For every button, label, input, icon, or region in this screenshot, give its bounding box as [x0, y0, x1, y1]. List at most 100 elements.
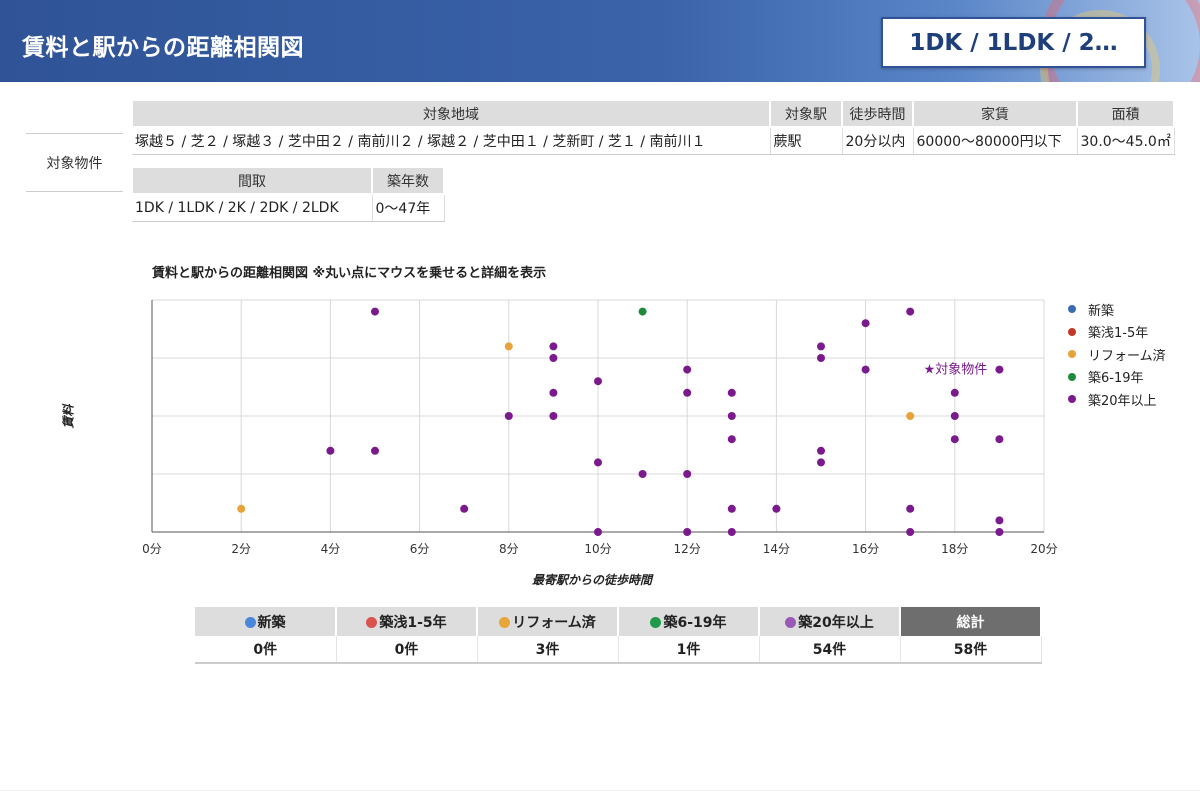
legend-item[interactable]: 築浅1-5年 — [1068, 321, 1166, 344]
data-point[interactable] — [683, 388, 692, 397]
data-point[interactable] — [594, 458, 602, 467]
legend-item[interactable]: リフォーム済 — [1068, 343, 1166, 366]
legend-label: 新築 — [1088, 303, 1115, 319]
chart-title: 賃料と駅からの距離相関図 ※丸い点にマウスを乗せると詳細を表示 — [152, 266, 547, 281]
data-point[interactable] — [371, 307, 379, 316]
data-point[interactable] — [727, 504, 736, 513]
data-point[interactable] — [995, 516, 1004, 525]
legend-label: リフォーム済 — [1088, 348, 1166, 364]
data-point[interactable] — [727, 528, 736, 536]
dot-icon — [366, 616, 378, 628]
x-tick-label: 8分 — [499, 542, 519, 556]
data-point[interactable] — [594, 528, 602, 536]
legend-dot-newish — [1068, 327, 1076, 336]
data-point[interactable] — [950, 412, 959, 420]
value-station: 蕨駅 — [770, 127, 843, 155]
data-point[interactable] — [861, 319, 870, 328]
x-tick-label: 0分 — [142, 542, 162, 556]
legend-label: 築20年以上 — [1088, 393, 1157, 409]
summary-value-new: 0件 — [195, 636, 337, 664]
header-building-age: 築年数 — [371, 166, 445, 195]
data-point[interactable] — [638, 470, 647, 478]
data-point[interactable] — [995, 528, 1004, 536]
value-layout: 1DK / 1LDK / 2K / 2DK / 2LDK — [132, 194, 373, 222]
summary-header-new: 新築 — [195, 607, 337, 636]
data-point[interactable] — [772, 504, 781, 513]
legend-dot-renovated — [1068, 350, 1076, 359]
legend-label: 築6-19年 — [1088, 371, 1144, 387]
dot-icon — [650, 616, 662, 628]
data-point[interactable] — [950, 388, 959, 397]
data-point[interactable] — [504, 342, 513, 351]
data-point[interactable] — [727, 412, 736, 420]
data-point[interactable] — [817, 354, 825, 362]
summary-value-old: 54件 — [759, 636, 901, 664]
header-rent: 家賃 — [912, 99, 1078, 128]
data-points — [237, 307, 1004, 536]
data-point[interactable] — [460, 504, 469, 513]
dot-icon — [499, 616, 511, 628]
data-point[interactable] — [906, 504, 915, 513]
data-point[interactable] — [817, 342, 825, 351]
data-point[interactable] — [906, 412, 915, 420]
legend-dot-mid-age — [1068, 372, 1076, 381]
value-building-age: 0〜47年 — [372, 194, 445, 222]
header-area: 対象地域 — [131, 99, 771, 128]
data-point[interactable] — [594, 377, 602, 386]
summary-value-newish: 0件 — [336, 636, 478, 664]
summary-header-total: 総計 — [900, 607, 1042, 636]
dot-icon — [785, 616, 797, 628]
data-point[interactable] — [995, 435, 1004, 444]
data-point[interactable] — [861, 365, 870, 374]
x-tick-label: 18分 — [941, 542, 968, 556]
summary-header-label: 築20年以上 — [798, 614, 874, 631]
value-area-size: 30.0〜45.0㎡ — [1077, 127, 1175, 155]
data-point[interactable] — [638, 307, 647, 316]
conditions-side-label: 対象物件 — [26, 133, 123, 192]
legend-item[interactable]: 築20年以上 — [1068, 388, 1166, 411]
summary-table: 新築 築浅1-5年 リフォーム済 築6-19年 築20年以上 総計 0件 0件 … — [195, 607, 1042, 664]
data-point[interactable] — [906, 528, 915, 536]
conditions-table-main: 対象地域 対象駅 徒歩時間 家賃 面積 塚越５ / 芝２ / 塚越３ / 芝中田… — [131, 99, 1176, 155]
summary-header-renovated: リフォーム済 — [477, 607, 619, 636]
data-point[interactable] — [549, 342, 558, 351]
legend-dot-old — [1068, 395, 1076, 404]
header-walk-time: 徒歩時間 — [841, 99, 914, 128]
y-axis-label: 賃料 — [61, 404, 76, 429]
data-point[interactable] — [817, 458, 825, 467]
legend-item[interactable]: 新築 — [1068, 298, 1166, 321]
data-point[interactable] — [549, 388, 558, 397]
x-tick-label: 14分 — [763, 542, 790, 556]
data-point[interactable] — [727, 388, 736, 397]
conditions-table-sub: 間取 築年数 1DK / 1LDK / 2K / 2DK / 2LDK 0〜47… — [131, 166, 445, 222]
data-point[interactable] — [727, 435, 736, 444]
x-tick-label: 6分 — [410, 542, 430, 556]
summary-value-mid-age: 1件 — [618, 636, 760, 664]
data-point[interactable] — [504, 412, 513, 420]
data-point[interactable] — [683, 365, 692, 374]
data-point[interactable] — [683, 528, 692, 536]
page-title: 賃料と駅からの距離相関図 — [22, 35, 304, 61]
data-point[interactable] — [950, 435, 959, 444]
x-tick-label: 2分 — [231, 542, 251, 556]
header-station: 対象駅 — [769, 99, 843, 128]
value-area: 塚越５ / 芝２ / 塚越３ / 芝中田２ / 南前川２ / 塚越２ / 芝中田… — [132, 127, 771, 155]
data-point[interactable] — [237, 504, 246, 513]
data-point[interactable] — [549, 354, 558, 362]
data-point[interactable] — [549, 412, 558, 420]
data-point[interactable] — [371, 446, 379, 455]
x-axis-label: 最寄駅からの徒歩時間 — [532, 573, 653, 587]
data-point[interactable] — [995, 365, 1004, 374]
legend-label: 築浅1-5年 — [1088, 326, 1149, 342]
legend-item[interactable]: 築6-19年 — [1068, 366, 1166, 389]
data-point[interactable] — [817, 446, 825, 455]
chart-legend: 新築 築浅1-5年 リフォーム済 築6-19年 築20年以上 — [1068, 298, 1166, 411]
legend-dot-new — [1068, 305, 1076, 314]
value-rent: 60000〜80000円以下 — [913, 127, 1078, 155]
data-point[interactable] — [326, 446, 335, 455]
data-point[interactable] — [906, 307, 915, 316]
data-point[interactable] — [683, 470, 692, 478]
header-layout: 間取 — [131, 166, 373, 195]
summary-header-old: 築20年以上 — [759, 607, 901, 636]
x-tick-label: 10分 — [584, 542, 611, 556]
